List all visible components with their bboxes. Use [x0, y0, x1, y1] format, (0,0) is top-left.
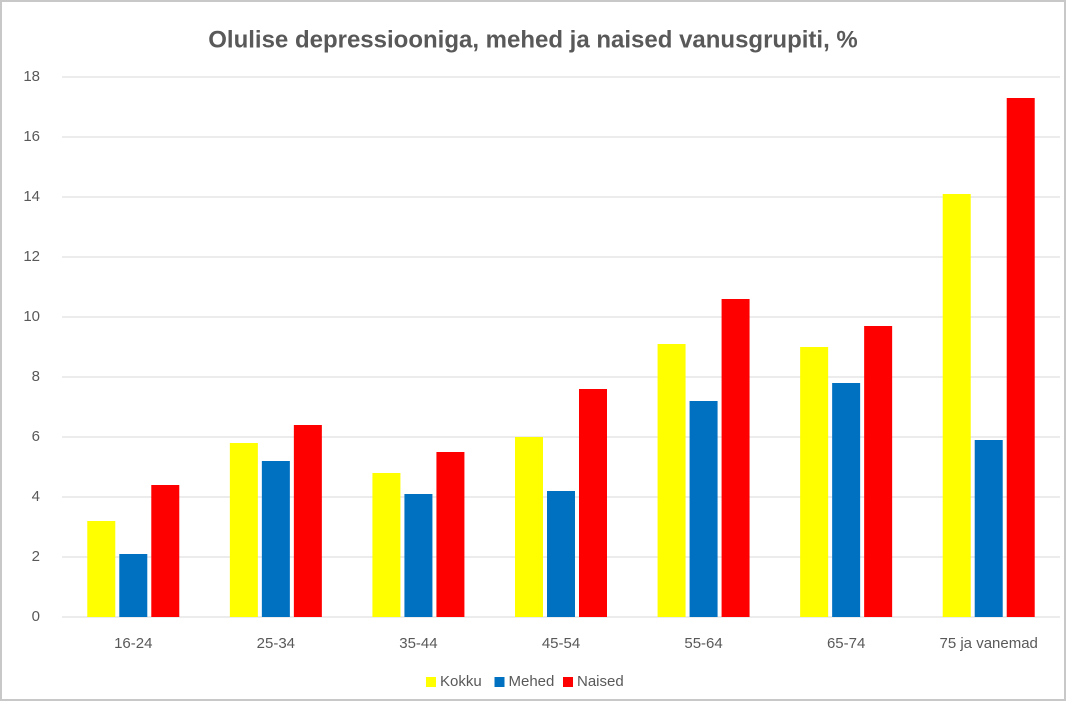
bar [547, 491, 575, 617]
y-tick-label: 16 [23, 128, 40, 145]
chart-title: Olulise depressiooniga, mehed ja naised … [208, 26, 858, 53]
bar [515, 437, 543, 617]
bar [974, 440, 1003, 617]
y-tick-label: 18 [23, 68, 40, 85]
legend-label: Kokku [440, 673, 482, 690]
bar [436, 452, 465, 617]
legend-swatch [563, 677, 573, 687]
bar [372, 473, 401, 617]
bar [229, 443, 258, 617]
legend-swatch [426, 677, 436, 687]
bar [721, 299, 750, 617]
bar [293, 425, 322, 617]
y-tick-label: 14 [23, 188, 40, 205]
x-tick-label: 16-24 [114, 635, 152, 652]
x-tick-label: 75 ja vanemad [940, 635, 1038, 652]
legend-label: Naised [577, 673, 624, 690]
bar [832, 383, 861, 617]
x-tick-label: 55-64 [684, 635, 722, 652]
bar [689, 401, 718, 617]
bar [261, 461, 290, 617]
x-tick-label: 45-54 [542, 635, 580, 652]
y-tick-label: 12 [23, 248, 40, 265]
bar [800, 347, 829, 617]
bar [87, 521, 116, 617]
bar [119, 554, 148, 617]
x-tick-label: 25-34 [257, 635, 295, 652]
y-tick-label: 0 [32, 608, 40, 625]
bar [942, 194, 971, 617]
y-tick-label: 8 [32, 368, 40, 385]
bar [864, 326, 893, 617]
y-tick-label: 10 [23, 308, 40, 325]
bar [657, 344, 686, 617]
bar [579, 389, 607, 617]
x-tick-label: 35-44 [399, 635, 437, 652]
x-tick-label: 65-74 [827, 635, 865, 652]
y-tick-label: 4 [32, 488, 40, 505]
bar [1006, 98, 1035, 617]
bar [404, 494, 433, 617]
legend-swatch [494, 677, 505, 687]
bar [151, 485, 180, 617]
y-tick-label: 6 [32, 428, 40, 445]
y-tick-label: 2 [32, 548, 40, 565]
legend-label: Mehed [509, 673, 555, 690]
